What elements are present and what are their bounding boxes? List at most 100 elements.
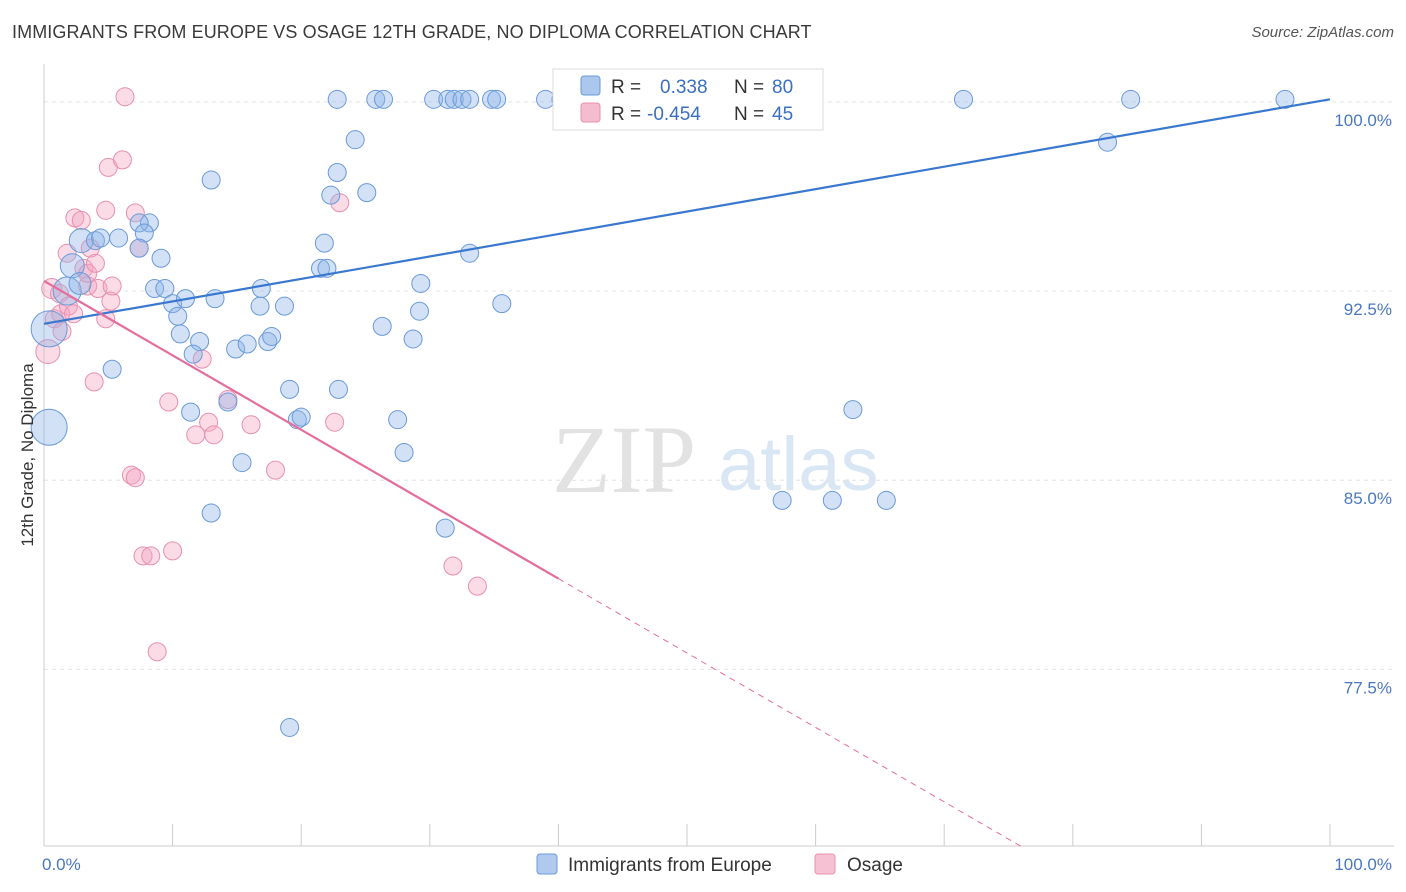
europe-point-11 [134, 223, 154, 243]
legend-swatch-europe [536, 853, 558, 875]
europe-point-13 [151, 248, 171, 268]
x-tick-labels: 0.0% 100.0% [42, 855, 1392, 874]
y-tick-label-1: 92.5% [1344, 300, 1392, 319]
europe-point-6 [85, 231, 105, 251]
axes [43, 64, 1394, 847]
x-tick-label-0: 0.0% [42, 855, 81, 874]
europe-point-50 [201, 170, 221, 190]
europe-point-75 [953, 89, 973, 109]
europe-point-76 [1098, 132, 1118, 152]
y-axis-label: 12th Grade, No Diploma [18, 363, 37, 547]
y-tick-label-3: 77.5% [1344, 678, 1392, 697]
grid-lines [44, 101, 1394, 670]
europe-point-5 [68, 228, 94, 254]
europe-point-9 [139, 213, 159, 233]
europe-point-30 [280, 379, 300, 399]
europe-point-21 [183, 344, 203, 364]
europe-point-20 [190, 331, 210, 351]
stats-n-label-blue: N = [734, 77, 764, 98]
europe-point-25 [250, 296, 270, 316]
europe-point-28 [262, 326, 282, 346]
y-tick-label-0: 100.0% [1334, 111, 1392, 130]
source-credit: Source: ZipAtlas.com [1251, 24, 1394, 41]
europe-point-56 [280, 717, 300, 737]
europe-point-0 [30, 310, 68, 348]
stats-n-value-blue: 80 [772, 77, 793, 98]
osage-point-16 [88, 279, 108, 299]
europe-point-49 [492, 294, 512, 314]
stats-swatch-blue [580, 75, 601, 96]
osage-point-19 [101, 291, 121, 311]
europe-point-52 [218, 392, 238, 412]
osage-point-38 [265, 460, 285, 480]
europe-point-39 [357, 183, 377, 203]
europe-point-23 [226, 339, 246, 359]
stats-r-value-blue: 0.338 [660, 77, 708, 98]
europe-point-71 [843, 400, 863, 420]
osage-point-36 [204, 425, 224, 445]
stats-r-label-pink: R = [611, 104, 641, 125]
europe-point-37 [327, 162, 347, 182]
europe-point-59 [374, 89, 394, 109]
osage-trend-line [43, 279, 559, 580]
osage-point-37 [241, 415, 261, 435]
x-tick-label-1: 100.0% [1334, 855, 1392, 874]
europe-point-1 [30, 408, 68, 446]
europe-point-14 [145, 279, 165, 299]
europe-point-17 [168, 306, 188, 326]
europe-point-15 [155, 279, 175, 299]
stats-r-value-pink: -0.454 [647, 104, 701, 125]
osage-point-17 [84, 372, 104, 392]
trend-lines [43, 98, 1331, 847]
europe-point-29 [274, 296, 294, 316]
europe-point-27 [258, 331, 278, 351]
osage-point-43 [186, 425, 206, 445]
europe-point-43 [394, 442, 414, 462]
europe-point-72 [772, 490, 792, 510]
osage-trend-extension [558, 578, 1022, 847]
stats-n-value-pink: 45 [772, 104, 793, 125]
europe-point-12 [129, 238, 149, 258]
legend-label-osage: Osage [847, 855, 903, 876]
europe-point-78 [1275, 89, 1295, 109]
osage-point-30 [141, 546, 161, 566]
europe-point-33 [310, 258, 330, 278]
osage-point-34 [199, 412, 219, 432]
europe-point-57 [327, 89, 347, 109]
osage-point-15 [85, 253, 105, 273]
europe-point-54 [201, 503, 221, 523]
osage-point-41 [467, 576, 487, 596]
osage-point-31 [163, 541, 183, 561]
europe-point-73 [822, 490, 842, 510]
europe-point-32 [291, 407, 311, 427]
europe-point-74 [876, 490, 896, 510]
europe-point-55 [102, 359, 122, 379]
chart-title: IMMIGRANTS FROM EUROPE VS OSAGE 12TH GRA… [12, 22, 812, 42]
europe-point-51 [181, 402, 201, 422]
osage-point-24 [115, 87, 135, 107]
europe-point-36 [321, 185, 341, 205]
europe-point-66 [487, 89, 507, 109]
watermark-zip: ZIP [552, 406, 696, 513]
y-tick-label-2: 85.0% [1344, 489, 1392, 508]
europe-point-60 [424, 89, 444, 109]
osage-point-42 [443, 556, 463, 576]
europe-point-45 [410, 301, 430, 321]
europe-point-34 [314, 233, 334, 253]
osage-point-21 [96, 200, 116, 220]
europe-point-48 [460, 243, 480, 263]
osage-point-39 [325, 412, 345, 432]
osage-points [35, 87, 487, 662]
europe-point-38 [328, 379, 348, 399]
watermark-atlas: atlas [718, 422, 879, 507]
europe-point-64 [460, 89, 480, 109]
europe-point-44 [411, 273, 431, 293]
europe-point-7 [91, 228, 111, 248]
legend: Immigrants from Europe Osage [536, 853, 903, 876]
europe-point-10 [129, 213, 149, 233]
europe-point-18 [170, 324, 190, 344]
stats-n-label-pink: N = [734, 104, 764, 125]
osage-point-44 [159, 392, 179, 412]
osage-point-23 [112, 150, 132, 170]
